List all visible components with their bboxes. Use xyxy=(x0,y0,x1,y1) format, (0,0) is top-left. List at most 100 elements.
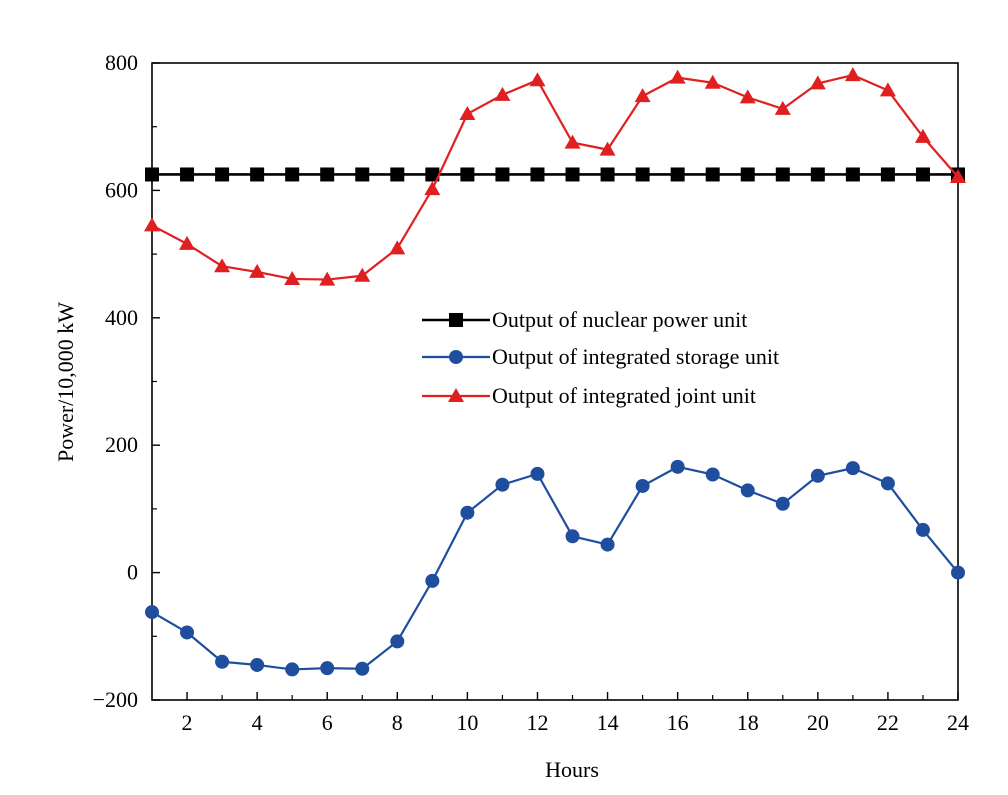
data-point xyxy=(529,72,546,87)
data-point xyxy=(425,573,440,588)
data-point xyxy=(950,169,966,184)
data-point xyxy=(809,75,826,90)
data-point xyxy=(740,483,755,498)
data-point xyxy=(215,167,230,182)
data-point xyxy=(810,167,825,182)
legend-marker xyxy=(449,313,463,327)
data-point xyxy=(389,240,406,255)
data-point xyxy=(599,141,616,156)
data-point xyxy=(460,505,475,520)
plot-frame xyxy=(151,62,959,701)
data-point xyxy=(495,477,510,492)
legend-label-joint: Output of integrated joint unit xyxy=(492,383,756,408)
x-tick-label: 16 xyxy=(667,710,689,735)
data-point xyxy=(320,661,335,676)
data-point xyxy=(775,496,790,511)
data-point xyxy=(704,74,721,89)
data-point xyxy=(495,167,510,182)
legend-label-storage: Output of integrated storage unit xyxy=(492,344,779,369)
data-point xyxy=(879,82,896,97)
y-tick-label: 0 xyxy=(127,560,138,585)
data-point xyxy=(565,529,580,544)
data-point xyxy=(775,167,790,182)
data-point xyxy=(670,167,685,182)
data-point xyxy=(951,565,965,580)
series-line xyxy=(151,465,959,671)
data-point xyxy=(285,662,300,677)
legend-label-nuclear: Output of nuclear power unit xyxy=(492,307,747,332)
data-point xyxy=(250,167,265,182)
y-tick-label: 400 xyxy=(105,305,138,330)
data-point xyxy=(774,100,791,115)
y-tick-label: 800 xyxy=(105,50,138,75)
data-point xyxy=(635,167,650,182)
series-1 xyxy=(145,167,965,182)
data-point xyxy=(530,466,545,481)
data-point xyxy=(145,167,159,182)
data-point xyxy=(530,167,545,182)
legend: Output of nuclear power unit Output of i… xyxy=(422,307,779,408)
data-point xyxy=(460,167,475,182)
x-tick-label: 4 xyxy=(252,710,263,735)
x-tick-label: 18 xyxy=(737,710,759,735)
data-point xyxy=(180,625,195,640)
data-point xyxy=(635,478,650,493)
x-tick-label: 20 xyxy=(807,710,829,735)
series-2 xyxy=(145,459,965,677)
data-point xyxy=(634,88,651,103)
y-axis-title: Power/10,000 kW xyxy=(53,302,78,462)
y-tick-label: −200 xyxy=(93,687,138,712)
data-point xyxy=(915,522,930,537)
x-tick-label: 10 xyxy=(456,710,478,735)
data-point xyxy=(494,86,511,101)
data-point xyxy=(564,134,581,149)
series-3 xyxy=(144,67,966,286)
data-point xyxy=(390,167,405,182)
data-point xyxy=(249,263,266,278)
data-point xyxy=(669,69,686,84)
data-point xyxy=(739,89,756,104)
data-point xyxy=(565,167,580,182)
series-layer xyxy=(144,67,966,677)
data-point xyxy=(425,167,440,182)
data-point xyxy=(914,128,931,143)
y-tick-label: 200 xyxy=(105,432,138,457)
data-point xyxy=(285,167,300,182)
data-point xyxy=(880,476,895,491)
data-point xyxy=(810,468,825,483)
data-point xyxy=(250,657,265,672)
data-point xyxy=(880,167,895,182)
data-point xyxy=(284,270,301,285)
x-tick-label: 6 xyxy=(322,710,333,735)
data-point xyxy=(180,167,195,182)
x-axis-title: Hours xyxy=(545,757,599,782)
data-point xyxy=(600,167,615,182)
data-point xyxy=(354,267,371,282)
data-point xyxy=(144,217,160,232)
data-point xyxy=(600,537,615,552)
data-point xyxy=(705,467,720,482)
x-tick-label: 8 xyxy=(392,710,403,735)
data-point xyxy=(145,605,159,620)
data-point xyxy=(355,661,370,676)
x-tick-label: 22 xyxy=(877,710,899,735)
data-point xyxy=(705,167,720,182)
data-point xyxy=(459,105,476,120)
data-point xyxy=(424,181,441,196)
data-point xyxy=(215,654,230,669)
data-point xyxy=(179,235,196,250)
data-point xyxy=(214,258,231,273)
x-tick-label: 24 xyxy=(947,710,969,735)
data-point xyxy=(670,459,685,474)
data-point xyxy=(320,167,335,182)
data-point xyxy=(390,634,405,649)
data-point xyxy=(845,461,860,476)
series-line xyxy=(151,74,959,281)
x-tick-label: 12 xyxy=(526,710,548,735)
y-tick-label: 600 xyxy=(105,177,138,202)
data-point xyxy=(845,167,860,182)
x-tick-label: 2 xyxy=(182,710,193,735)
legend-marker xyxy=(449,350,463,364)
